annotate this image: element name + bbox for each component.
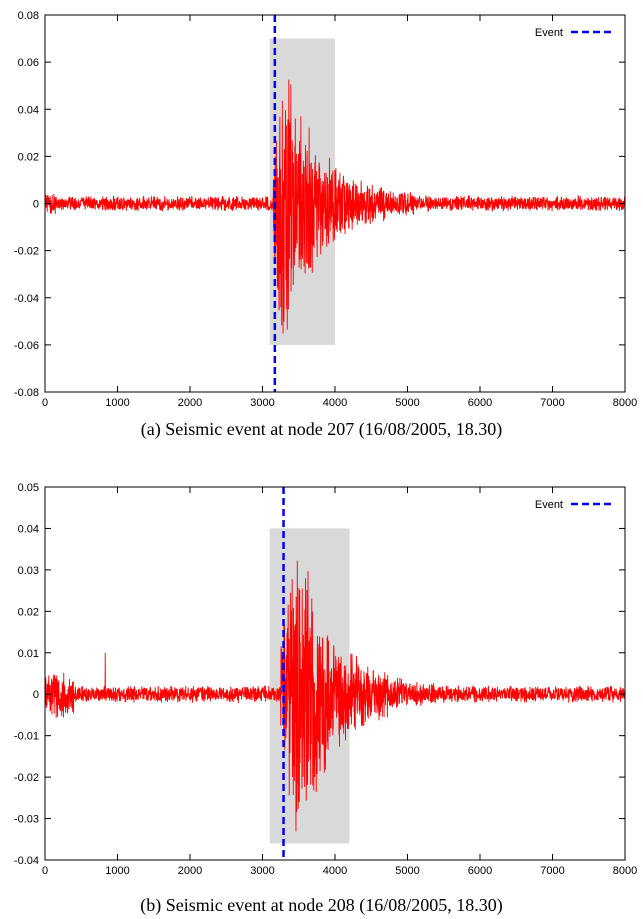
x-tick-label: 8000 [613,397,637,409]
seismic-signal-line [44,560,626,832]
x-tick-label: 0 [42,397,48,409]
x-tick-label: 0 [42,865,48,877]
seismic-signal-line [44,79,626,334]
y-tick-label: 0.04 [18,523,39,535]
y-tick-label: 0.02 [18,606,39,618]
x-tick-label: 5000 [395,865,419,877]
x-tick-label: 1000 [105,865,129,877]
x-tick-label: 6000 [468,865,492,877]
y-tick-label: 0 [33,689,39,701]
y-tick-label: -0.02 [14,772,39,784]
y-tick-label: -0.02 [14,246,39,258]
x-tick-label: 7000 [540,865,564,877]
y-tick-label: 0.03 [18,565,39,577]
y-tick-label: 0.02 [18,151,39,163]
seismic-chart-b: 0 1000 2000 3000 4000 5000 6000 7000 8000 -0.04 -0… [14,482,637,877]
y-tick-label: -0.03 [14,814,39,826]
x-tick-label: 8000 [613,865,637,877]
x-tick-label: 3000 [250,397,274,409]
legend-label: Event [535,27,563,39]
y-tick-label: -0.08 [14,387,39,399]
x-tick-label: 6000 [468,397,492,409]
y-tick-label: -0.04 [14,293,39,305]
y-tick-label: 0.06 [18,57,39,69]
x-tick-label: 5000 [395,397,419,409]
y-tick-label: -0.04 [14,855,39,867]
y-tick-label: 0.08 [18,10,39,22]
y-tick-label: 0 [33,199,39,211]
legend-label: Event [535,499,563,511]
chart-panel-a: 0 1000 2000 3000 4000 5000 6000 7000 8000 -0.08 -0… [0,0,643,455]
x-tick-label: 1000 [105,397,129,409]
x-tick-label: 2000 [178,397,202,409]
x-tick-label: 2000 [178,865,202,877]
x-tick-label: 7000 [540,397,564,409]
x-tick-label: 4000 [323,397,347,409]
y-tick-label: 0.04 [18,104,39,116]
seismic-chart-a: 0 1000 2000 3000 4000 5000 6000 7000 8000 -0.08 -0… [14,10,637,409]
chart-caption-a: (a) Seismic event at node 207 (16/08/200… [140,419,503,439]
chart-caption-b: (b) Seismic event at node 208 (16/08/200… [140,895,503,915]
chart-panel-b: 0 1000 2000 3000 4000 5000 6000 7000 8000 -0.04 -0… [0,462,643,919]
y-tick-label: -0.06 [14,340,39,352]
x-tick-label: 4000 [323,865,347,877]
y-tick-label: 0.01 [18,648,39,660]
x-tick-label: 3000 [250,865,274,877]
y-tick-label: -0.01 [14,731,39,743]
y-tick-label: 0.05 [18,482,39,494]
